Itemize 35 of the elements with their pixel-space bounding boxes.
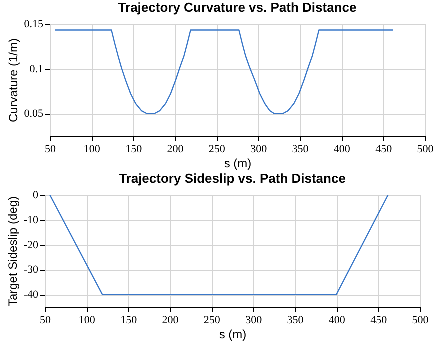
y-tick-label: -10 (24, 214, 39, 226)
x-tick-label: 100 (78, 314, 96, 326)
chart-title: Trajectory Sideslip vs. Path Distance (119, 171, 346, 186)
x-tick-label: 350 (292, 144, 310, 156)
x-tick-label: 400 (334, 144, 351, 156)
y-tick-label: -40 (24, 289, 39, 302)
y-tick-label: -20 (24, 239, 39, 252)
x-tick-label: 400 (328, 314, 346, 326)
x-tick-label: 250 (204, 314, 221, 326)
x-tick-label: 50 (40, 314, 52, 326)
x-tick-label: 150 (120, 314, 138, 326)
y-axis-title: Target Sideslip (deg) (6, 196, 20, 307)
y-tick-label: 0.1 (30, 63, 44, 76)
chart-title: Trajectory Curvature vs. Path Distance (118, 0, 357, 15)
x-tick-label: 100 (84, 144, 101, 156)
line-series (54, 30, 394, 114)
y-tick-label: 0.15 (24, 18, 44, 30)
x-axis-title: s (m) (224, 156, 252, 170)
x-tick-label: 450 (370, 314, 388, 326)
x-tick-label: 350 (287, 314, 304, 326)
y-tick-label: 0.05 (24, 108, 44, 120)
x-axis-title: s (m) (219, 328, 247, 342)
x-tick-label: 300 (246, 314, 263, 326)
x-tick-label: 500 (412, 314, 430, 326)
x-tick-label: 150 (126, 144, 143, 156)
x-tick-label: 500 (417, 144, 434, 156)
x-tick-label: 250 (208, 144, 226, 156)
y-tick-label: 0 (33, 190, 39, 202)
x-tick-label: 450 (376, 144, 393, 156)
x-tick-label: 200 (167, 144, 184, 156)
x-tick-label: 300 (250, 144, 268, 156)
x-tick-label: 50 (45, 144, 56, 156)
y-tick-label: -30 (24, 264, 39, 276)
x-tick-label: 200 (162, 314, 180, 326)
y-axis-title: Curvature (1/m) (6, 38, 20, 123)
